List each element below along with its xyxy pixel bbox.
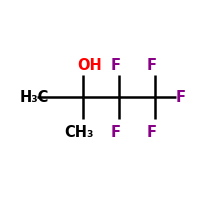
Text: F: F [147, 58, 157, 73]
Text: F: F [147, 125, 157, 140]
Text: H₃C: H₃C [20, 90, 49, 104]
Text: OH: OH [77, 58, 102, 73]
Text: CH₃: CH₃ [64, 125, 94, 140]
Text: F: F [176, 90, 186, 104]
Text: F: F [111, 58, 121, 73]
Text: F: F [111, 125, 121, 140]
